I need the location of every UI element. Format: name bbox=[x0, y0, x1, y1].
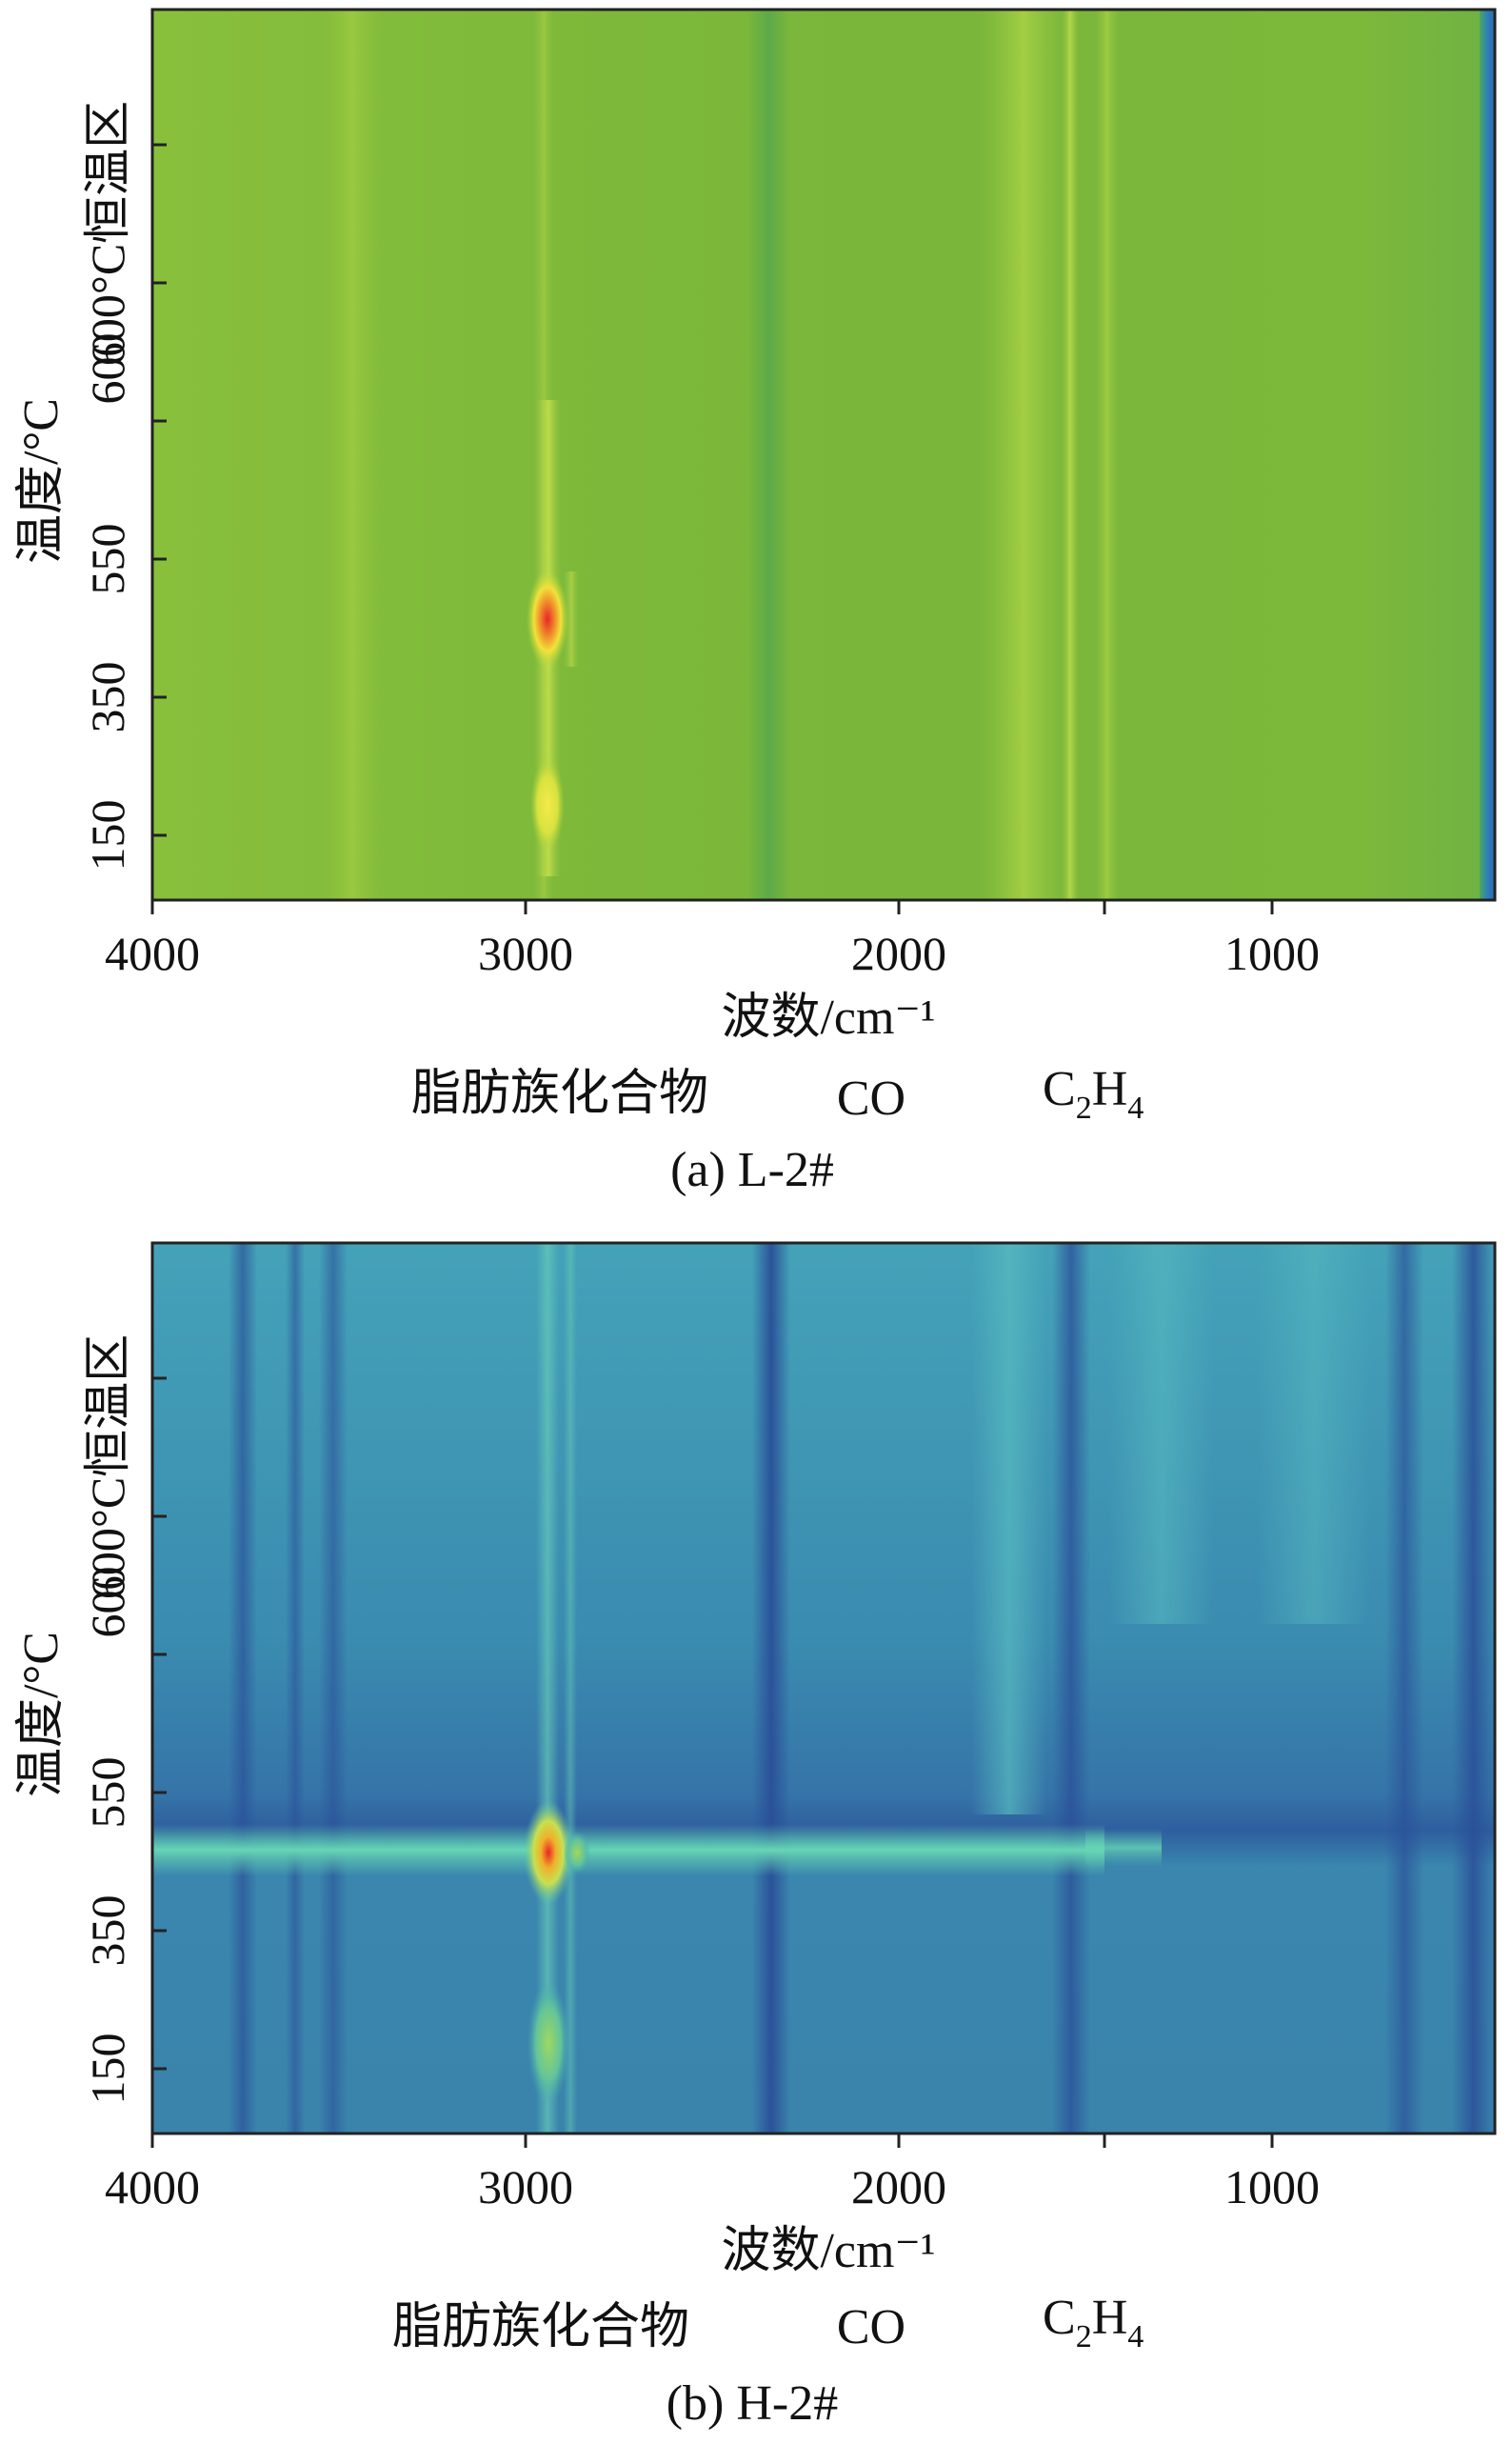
heatmap-a-peak-high bbox=[527, 570, 568, 669]
heatmap-b-dark-stripe bbox=[1452, 1243, 1495, 2133]
caption-a: (a) L-2# bbox=[670, 1143, 834, 1197]
band-label-aliphatic: 脂肪族化合物 bbox=[392, 2300, 689, 2354]
heatmap-b bbox=[150, 1241, 1497, 2135]
panel-b: 150 350 550 600 600°C恒温区 温度/°C 4000 3000… bbox=[14, 1241, 1497, 2431]
x-tick-label: 1000 bbox=[1224, 927, 1320, 980]
heatmap-a-aliphatic-streak bbox=[564, 571, 579, 667]
y-tick-label: 600 bbox=[81, 1567, 134, 1638]
heatmap-b-hband bbox=[1085, 1829, 1162, 1867]
y-axis-zone-label: 600°C恒温区 bbox=[81, 1334, 134, 1599]
heatmap-b-light-stripe bbox=[971, 1243, 1047, 1814]
heatmap-a-peak-low bbox=[530, 757, 565, 852]
y-axis-title: 温度/°C bbox=[14, 398, 69, 564]
y-tick-label: 550 bbox=[81, 524, 134, 595]
band-labels-b: 脂肪族化合物 CO C2H4 bbox=[392, 2291, 1144, 2354]
heatmap-b-peak-side bbox=[564, 1832, 590, 1873]
y-tick-label: 150 bbox=[81, 800, 134, 871]
x-axis-b: 4000 3000 2000 1000 波数/cm⁻¹ bbox=[105, 2133, 1320, 2278]
band-label-co: CO bbox=[837, 2300, 905, 2354]
band-label-c2h4: C2H4 bbox=[1043, 2291, 1144, 2354]
heatmap-b-dark-stripe bbox=[1385, 1243, 1423, 2133]
x-tick-label: 4000 bbox=[105, 2160, 200, 2214]
heatmap-b-peak-high bbox=[524, 1800, 573, 1905]
y-axis-b: 150 350 550 600 600°C恒温区 温度/°C bbox=[14, 1334, 167, 2105]
heatmap-b-aliphatic-streak bbox=[564, 1243, 577, 2133]
heatmap-b-dark-stripe bbox=[286, 1243, 305, 2133]
x-tick-label: 4000 bbox=[105, 927, 200, 980]
heatmap-b-dark-stripe bbox=[229, 1243, 257, 2133]
x-axis-title: 波数/cm⁻¹ bbox=[721, 2224, 935, 2278]
heatmap-b-peak-low bbox=[527, 1981, 569, 2105]
x-tick-label: 2000 bbox=[851, 927, 946, 980]
band-label-co: CO bbox=[837, 1072, 905, 1126]
heatmap-a-stripe bbox=[1095, 10, 1119, 900]
heatmap-b-dark-stripe bbox=[319, 1243, 348, 2133]
heatmap-a-stripe bbox=[324, 10, 381, 900]
heatmap-b-light-stripe bbox=[1109, 1243, 1214, 1624]
x-axis-a: 4000 3000 2000 1000 波数/cm⁻¹ bbox=[105, 900, 1320, 1045]
y-tick-label: 550 bbox=[81, 1757, 134, 1829]
heatmap-b-light-stripe bbox=[1257, 1243, 1371, 1624]
y-tick-label: 350 bbox=[81, 1895, 134, 1967]
heatmap-a-stripe bbox=[981, 10, 1066, 900]
panel-a: 150 350 550 600 600°C恒温区 温度/°C 4000 3000… bbox=[14, 8, 1497, 1197]
heatmap-a-edge bbox=[1480, 10, 1495, 900]
heatmap-b-dark-stripe bbox=[1052, 1243, 1090, 2133]
band-label-aliphatic: 脂肪族化合物 bbox=[411, 1067, 708, 1121]
y-axis-zone-label: 600°C恒温区 bbox=[81, 101, 134, 366]
x-axis-title: 波数/cm⁻¹ bbox=[721, 991, 935, 1045]
y-tick-label: 150 bbox=[81, 2033, 134, 2105]
y-tick-label: 350 bbox=[81, 662, 134, 733]
band-label-c2h4: C2H4 bbox=[1043, 1062, 1144, 1126]
heatmap-b-frame bbox=[150, 1241, 1497, 2135]
heatmap-b-dark-stripe bbox=[752, 1243, 790, 2133]
heatmap-a-frame bbox=[150, 8, 1497, 902]
x-tick-label: 3000 bbox=[478, 2160, 573, 2214]
band-labels-a: 脂肪族化合物 CO C2H4 bbox=[411, 1062, 1144, 1126]
x-tick-label: 2000 bbox=[851, 2160, 946, 2214]
y-tick-label: 600 bbox=[81, 333, 134, 405]
heatmap-a bbox=[150, 8, 1497, 902]
x-tick-label: 1000 bbox=[1224, 2160, 1320, 2214]
y-axis-a: 150 350 550 600 600°C恒温区 温度/°C bbox=[14, 101, 167, 871]
heatmap-a-stripe bbox=[1062, 10, 1079, 900]
caption-b: (b) H-2# bbox=[666, 2376, 839, 2431]
x-tick-label: 3000 bbox=[478, 927, 573, 980]
heatmap-a-co-band bbox=[747, 10, 790, 900]
heatmap-b-hband bbox=[152, 1824, 1104, 1876]
y-axis-title: 温度/°C bbox=[14, 1632, 69, 1797]
